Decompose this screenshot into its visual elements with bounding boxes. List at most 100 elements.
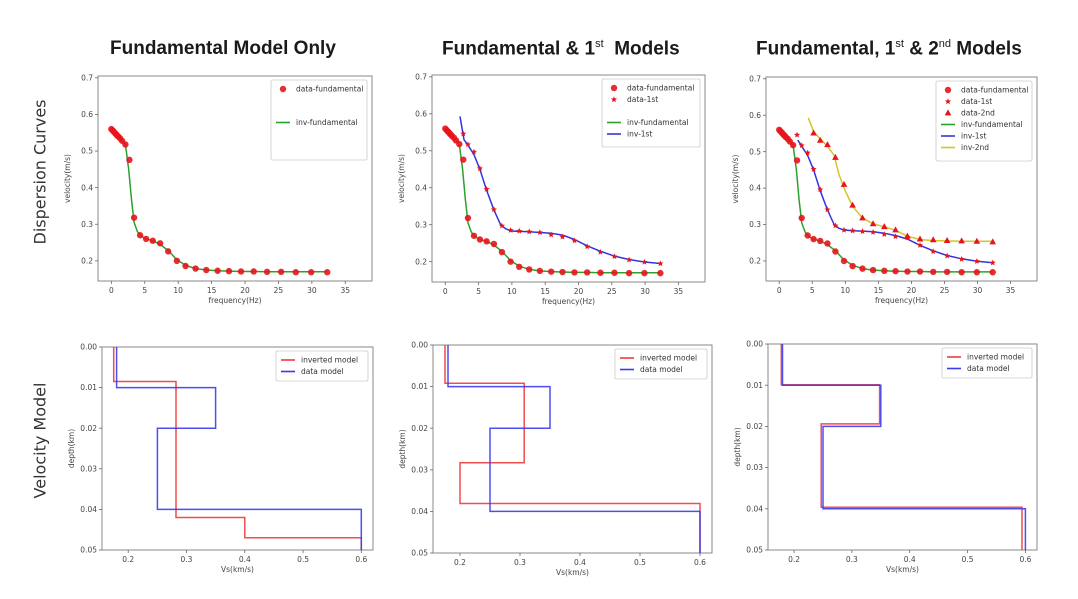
data-point-data-fundamental [182,262,189,270]
data-point-data-fundamental [149,237,156,244]
y-axis-label: depth(km) [398,429,407,468]
data-point-data-1st [817,186,824,193]
y-tick-label: 0.3 [81,220,93,229]
x-tick-label: 20 [907,286,917,295]
legend-label: data-2nd [961,109,995,118]
x-axis-label: Vs(km/s) [556,568,589,577]
legend-entry: inverted model [947,353,1024,362]
data-point-data-1st [849,227,856,234]
data-point-data-1st [559,233,566,240]
legend-frame [270,79,368,161]
series-markers-data-1st [794,131,996,266]
series-step-data-model [115,347,363,550]
legend-label: inverted model [640,354,697,363]
title-text: Fundamental & 1 [442,38,596,60]
x-tick-label: 0.2 [454,558,466,567]
data-point-data-fundamental [136,232,144,239]
x-tick-label: 30 [307,286,317,295]
y-tick-label: 0.2 [749,257,761,266]
x-tick-label: 0.4 [574,558,586,567]
plot-content [444,345,701,553]
data-point-data-fundamental [173,257,181,265]
data-point-data-fundamental [810,235,817,243]
y-axis-label: velocity(m/s) [731,154,740,203]
x-tick-label: 35 [1006,286,1016,295]
x-tick-label: 5 [810,286,815,295]
series-step-inverted-model [444,345,701,553]
data-point-data-fundamental [142,235,150,243]
y-tick-label: 0.7 [749,74,761,83]
x-tick-label: 20 [574,287,584,296]
plot-content [112,347,363,550]
data-point-data-1st [824,206,831,213]
data-point-data-fundamental [460,156,467,163]
legend-entry: data-fundamental [610,84,694,93]
x-tick-label: 15 [207,286,217,295]
data-point-data-fundamental [611,269,618,276]
data-point-data-fundamental [641,269,648,277]
x-tick-label: 0 [777,286,782,295]
data-point-data-1st [810,165,817,172]
series-line-inv-1st [459,116,661,265]
data-point-data-fundamental [156,240,164,247]
data-point-data-1st [548,231,555,238]
data-point-data-fundamental [973,269,981,276]
plot-content [108,125,331,276]
x-tick-label: 0.5 [962,555,974,564]
data-point-data-1st [498,222,505,229]
x-tick-label: 0.5 [634,558,646,567]
data-point-data-fundamental [916,268,924,275]
data-point-data-2nd [904,232,911,239]
y-tick-label: 0.03 [411,465,428,474]
data-point-data-1st [859,228,866,235]
x-axis-label: frequency(Hz) [208,296,261,305]
data-point-data-fundamental [526,266,533,273]
plot-area [432,344,713,554]
legend-label: inv-1st [961,132,986,141]
legend-entry: data model [620,365,683,374]
x-tick-label: 15 [874,286,884,295]
title-text: Models [603,38,680,60]
y-tick-label: 0.04 [411,507,428,516]
data-point-data-fundamental [483,238,490,245]
legend-entry: inv-1st [941,132,986,141]
data-point-data-1st [832,222,839,229]
legend-label: inverted model [301,356,358,365]
x-tick-label: 30 [640,287,650,296]
data-point-data-1st [597,248,604,255]
legend-entry: inverted model [281,356,358,365]
x-tick-label: 5 [142,286,147,295]
legend: inverted model data model [275,350,369,382]
title-text: & 2 [903,38,939,60]
data-point-data-fundamental [277,268,285,276]
data-point-data-fundamental [849,262,856,270]
legend: data-fundamental data-1st data-2nd inv-fund… [935,80,1033,162]
x-axis-label: Vs(km/s) [886,565,919,574]
y-tick-label: 0.4 [415,183,427,192]
chart-velocity-model-fundamental: 0.2 0.3 0.4 0.5 0.6 0.00 0.01 0.02 0.03 0.04 0.05 V… [67,343,374,574]
y-tick-label: 0.01 [746,381,763,390]
data-point-data-1st [892,233,899,240]
data-point-data-fundamental [881,267,888,274]
data-point-data-fundamental [840,257,848,265]
chart-velocity-model-fundamental-1st-2nd: 0.2 0.3 0.4 0.5 0.6 0.00 0.01 0.02 0.03 0.04 0.05 V… [733,340,1038,574]
y-tick-label: 0.7 [415,72,427,81]
data-point-data-2nd [989,238,997,245]
series-markers-data-fundamental [776,126,996,276]
legend-label: data-1st [627,95,658,104]
legend-frame [614,348,708,380]
y-tick-label: 0.4 [749,184,761,193]
data-point-data-fundamental [516,263,523,271]
y-tick-label: 0.00 [80,343,97,352]
x-tick-label: 30 [973,286,983,295]
data-point-data-1st [536,229,543,236]
data-point-data-2nd [810,129,817,136]
data-point-data-1st [571,237,578,244]
y-tick-label: 0.04 [80,505,97,514]
legend: inverted model data model [941,347,1033,379]
x-axis-label: frequency(Hz) [542,297,595,306]
data-point-data-fundamental [817,237,824,245]
legend-label: data model [967,364,1010,373]
data-point-data-1st [470,148,477,155]
